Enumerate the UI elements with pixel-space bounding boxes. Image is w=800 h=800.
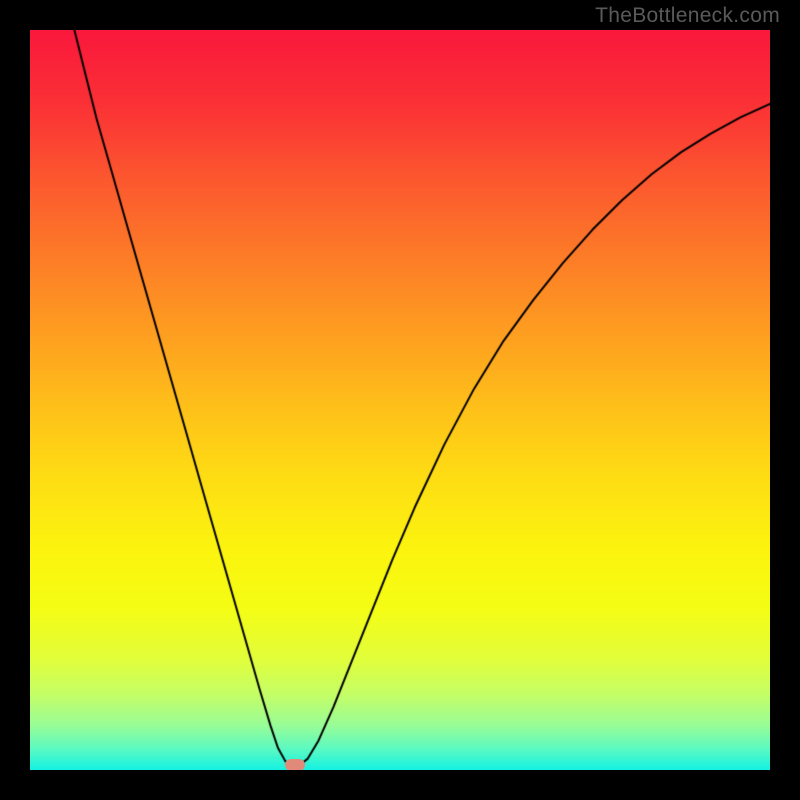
watermark-text: TheBottleneck.com bbox=[595, 4, 780, 28]
bottleneck-curve bbox=[30, 30, 770, 770]
plot-area bbox=[30, 30, 770, 770]
vertex-marker bbox=[285, 759, 305, 770]
